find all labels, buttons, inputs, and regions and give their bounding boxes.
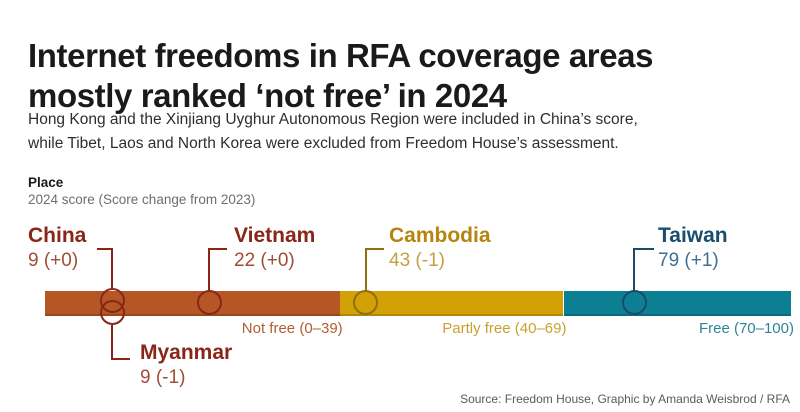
marker-taiwan [621,289,647,315]
point-name-cambodia: Cambodia [389,224,491,247]
bar-segment-not-free [45,291,340,316]
point-score-myanmar: 9 (-1) [140,367,186,388]
marker-cambodia [353,289,379,315]
page-subtitle-line2: while Tibet, Laos and North Korea were e… [28,135,619,152]
connector-cambodia-tick [364,248,384,250]
point-name-myanmar: Myanmar [140,341,233,364]
connector-taiwan-vertical [633,248,636,291]
page-title-line1: Internet freedoms in RFA coverage areas [28,37,654,75]
page-title: Internet freedoms in RFA coverage areas … [28,36,788,116]
point-name-vietnam: Vietnam [234,224,316,247]
page-subtitle-line1: Hong Kong and the Xinjiang Uyghur Autono… [28,111,638,128]
point-score-china: 9 (+0) [28,250,79,271]
legend-score-note: 2024 score (Score change from 2023) [28,192,256,207]
legend-place-label: Place [28,175,64,190]
point-label-taiwan: Taiwan 79 (+1) [658,224,728,272]
band-label-free: Free (70–100) [698,320,794,337]
bar-segment-free [563,291,791,316]
source-credit: Source: Freedom House, Graphic by Amanda… [460,392,790,406]
connector-cambodia-vertical [364,248,367,291]
connector-vietnam-tick [208,248,228,250]
point-label-myanmar: Myanmar 9 (-1) [140,341,232,389]
marker-myanmar [99,299,125,325]
point-label-china: China 9 (+0) [28,224,86,272]
band-label-partly-free: Partly free (40–69) [442,320,567,337]
connector-myanmar-tick [111,358,131,360]
connector-myanmar-vertical [111,324,114,360]
point-name-taiwan: Taiwan [658,224,728,247]
connector-china-tick [97,248,114,250]
page-subtitle: Hong Kong and the Xinjiang Uyghur Autono… [28,108,768,156]
point-name-china: China [28,224,87,247]
connector-vietnam-vertical [208,248,211,291]
point-score-cambodia: 43 (-1) [389,250,445,271]
marker-vietnam [196,289,222,315]
point-score-taiwan: 79 (+1) [658,250,719,271]
band-label-not-free: Not free (0–39) [241,320,343,337]
point-label-vietnam: Vietnam 22 (+0) [234,224,315,272]
point-score-vietnam: 22 (+0) [234,250,295,271]
point-label-cambodia: Cambodia 43 (-1) [389,224,491,272]
page-title-line2: mostly ranked ‘not free’ in 2024 [28,77,507,115]
connector-china-vertical [111,248,114,289]
connector-taiwan-tick [633,248,655,250]
